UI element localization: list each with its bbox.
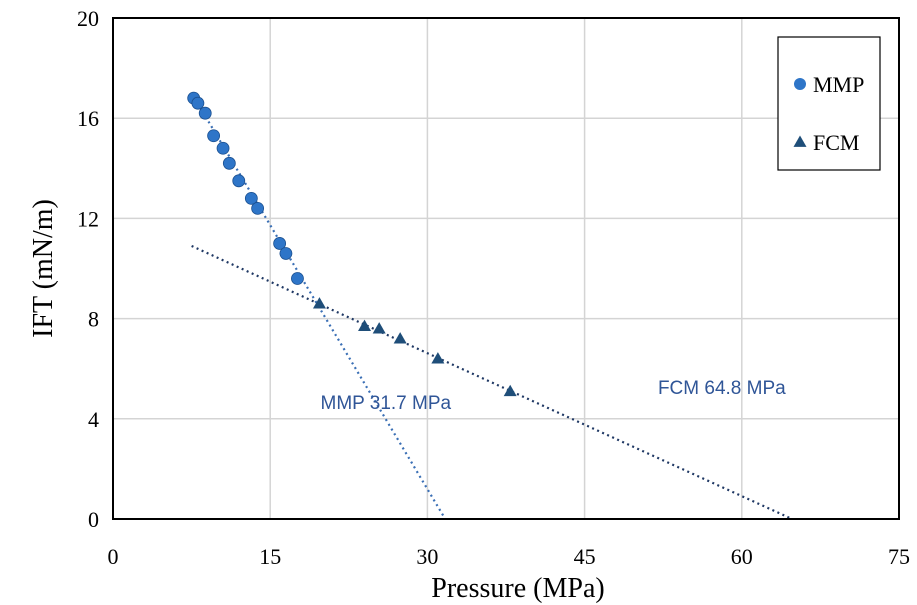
point-mmp	[244, 191, 258, 205]
data-points	[187, 91, 517, 397]
y-tick-label: 4	[88, 407, 99, 432]
point-mmp	[291, 272, 304, 285]
y-tick-label: 8	[88, 307, 99, 332]
legend-marker-mmp	[794, 78, 806, 90]
point-fcm	[431, 352, 445, 364]
x-tick-label: 0	[108, 544, 119, 569]
point-mmp	[232, 174, 246, 188]
gridlines	[113, 18, 899, 519]
x-axis-title: Pressure (MPa)	[431, 573, 604, 604]
point-fcm	[503, 384, 517, 397]
y-tick-label: 12	[77, 206, 99, 231]
point-mmp	[191, 96, 205, 110]
y-axis-title: IFT (mN/m)	[28, 199, 59, 338]
point-mmp	[222, 156, 236, 170]
y-tick-label: 16	[77, 106, 99, 131]
annotation-label: MMP 31.7 MPa	[321, 393, 452, 414]
x-tick-label: 45	[574, 544, 596, 569]
point-fcm	[358, 319, 372, 331]
x-tick-label: 30	[416, 544, 438, 569]
point-fcm	[312, 297, 326, 309]
annotations: MMP 31.7 MPa FCM 64.8 MPa	[321, 378, 787, 414]
legend-label-fcm: FCM	[813, 130, 859, 155]
trendlines	[190, 92, 793, 521]
legend-marker-fcm	[793, 135, 807, 147]
point-mmp	[198, 106, 212, 120]
point-mmp	[207, 129, 221, 143]
point-fcm	[372, 322, 386, 334]
point-mmp	[216, 141, 230, 155]
legend: MMP FCM	[777, 36, 881, 171]
point-mmp	[273, 237, 287, 250]
annotation-label: FCM 64.8 MPa	[658, 378, 786, 399]
y-tick-labels: 0 4 8 12 16 20	[77, 6, 99, 532]
point-mmp	[251, 201, 265, 215]
y-tick-label: 0	[88, 507, 99, 532]
plot-frame	[112, 17, 900, 520]
y-tick-label: 20	[77, 6, 99, 31]
x-tick-label: 15	[259, 544, 281, 569]
legend-label-mmp: MMP	[813, 72, 864, 97]
x-tick-labels: 0 15 30 45 60 75	[108, 544, 911, 569]
legend-box	[777, 36, 881, 171]
x-tick-label: 75	[888, 544, 910, 569]
point-mmp	[279, 247, 293, 260]
point-fcm	[393, 332, 407, 344]
x-tick-label: 60	[731, 544, 753, 569]
